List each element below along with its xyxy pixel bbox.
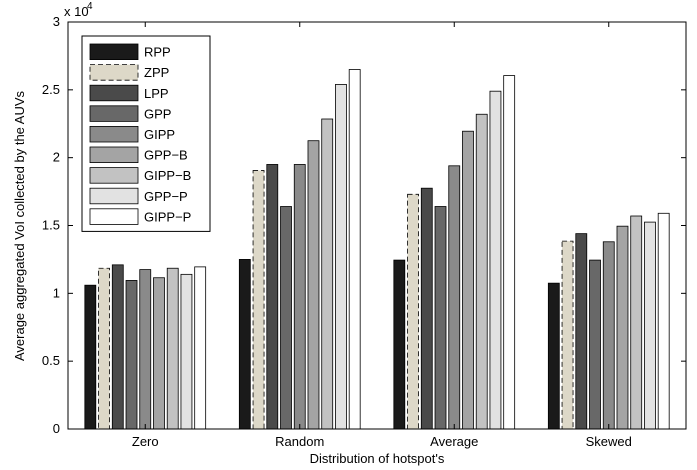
bar-lpp-random <box>266 164 279 430</box>
bar-gipp-p-average <box>503 75 516 430</box>
bar-gpp-p-average <box>489 90 502 430</box>
legend-label-gpp: GPP <box>144 106 171 121</box>
legend-swatch-gpp <box>89 105 139 122</box>
y-multiplier-exponent: 4 <box>87 1 93 12</box>
bar-gipp-b-random <box>321 118 334 430</box>
bar-gipp-random <box>293 164 306 430</box>
bar-zpp-zero <box>98 267 110 430</box>
bar-rpp-zero <box>84 284 97 430</box>
y-tick-label: 0 <box>53 421 60 436</box>
bar-gpp-skewed <box>589 259 601 430</box>
bar-gipp-p-skewed <box>657 212 670 430</box>
y-tick-label: 2 <box>53 150 60 165</box>
bar-gpp-p-random <box>335 84 347 430</box>
y-axis-label: Average aggregated VoI collected by the … <box>12 90 27 361</box>
bar-gpp-b-random <box>307 140 320 430</box>
bar-zpp-average <box>407 193 419 430</box>
bar-gipp-skewed <box>602 241 615 430</box>
bar-gpp-p-skewed <box>644 221 656 430</box>
y-multiplier-base: x 10 <box>64 4 89 19</box>
bar-gipp-p-random <box>348 69 361 430</box>
x-tick-label-random: Random <box>275 434 324 449</box>
legend-label-gipp: GIPP <box>144 127 175 142</box>
x-axis-label: Distribution of hotspot's <box>310 451 445 466</box>
bar-lpp-average <box>420 187 433 430</box>
bar-rpp-random <box>238 259 251 430</box>
bar-gipp-b-average <box>475 113 488 430</box>
legend-swatch-gpp-b <box>89 146 139 164</box>
bar-gipp-average <box>448 165 461 430</box>
legend: RPP ZPP LPP GPP GIPP GPP−B GIPP−B GPP−P GIPP−P <box>81 35 211 232</box>
bar-zpp-skewed <box>561 240 574 430</box>
legend-label-gipp-p: GIPP−P <box>144 209 191 224</box>
legend-label-gpp-p: GPP−P <box>144 189 188 204</box>
bar-zpp-random <box>252 170 265 430</box>
bar-lpp-skewed <box>575 233 588 430</box>
y-tick-label: 2.5 <box>42 82 60 97</box>
legend-label-gpp-b: GPP−B <box>144 148 188 163</box>
bars-group <box>84 69 670 430</box>
y-tick-label: 0.5 <box>42 353 60 368</box>
y-axis: 0 0.5 1 1.5 2 2.5 3 <box>42 14 686 436</box>
y-tick-label: 1.5 <box>42 218 60 233</box>
bar-gipp-b-skewed <box>630 215 643 430</box>
bar-gipp-zero <box>139 269 152 430</box>
bar-lpp-zero <box>111 264 124 430</box>
legend-swatch-lpp <box>89 84 139 102</box>
x-tick-label-zero: Zero <box>132 434 159 449</box>
legend-label-zpp: ZPP <box>144 65 169 80</box>
legend-swatch-zpp <box>89 64 139 81</box>
bar-gpp-b-zero <box>153 277 165 430</box>
bar-rpp-skewed <box>547 282 560 430</box>
y-tick-label: 3 <box>53 14 60 29</box>
bar-gpp-p-zero <box>180 273 193 430</box>
y-tick-label: 1 <box>53 285 60 300</box>
bar-gpp-b-skewed <box>616 225 629 430</box>
legend-label-gipp-b: GIPP−B <box>144 168 191 183</box>
bar-gipp-b-zero <box>166 267 179 430</box>
x-axis: Zero Random Average Skewed <box>132 22 632 449</box>
bar-gipp-p-zero <box>194 266 207 430</box>
bar-gpp-b-average <box>462 130 474 430</box>
legend-swatch-gipp-p <box>89 208 139 225</box>
legend-label-lpp: LPP <box>144 86 169 101</box>
x-tick-label-average: Average <box>430 434 478 449</box>
legend-swatch-gipp <box>89 126 139 143</box>
legend-swatch-gipp-b <box>89 167 139 184</box>
legend-swatch-gpp-p <box>89 187 139 205</box>
bar-gpp-zero <box>125 280 138 430</box>
legend-label-rpp: RPP <box>144 45 171 60</box>
bar-rpp-average <box>393 259 406 430</box>
legend-swatch-rpp <box>89 43 139 61</box>
x-tick-label-skewed: Skewed <box>586 434 632 449</box>
bar-gpp-average <box>434 206 447 430</box>
bar-gpp-random <box>280 206 292 430</box>
